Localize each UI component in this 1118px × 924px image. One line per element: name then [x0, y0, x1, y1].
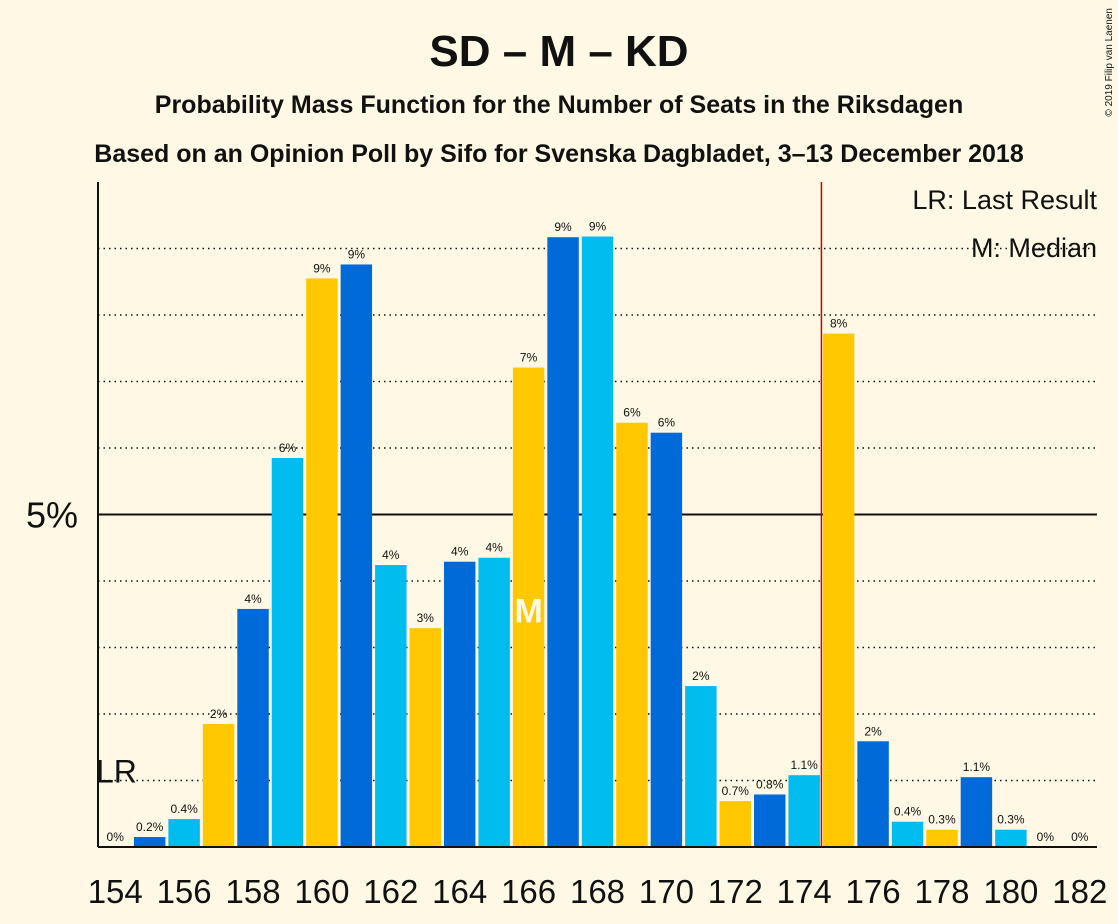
chart-subtitle-1: Probability Mass Function for the Number… — [155, 91, 963, 119]
bar-168 — [581, 236, 614, 847]
bar-155 — [133, 837, 166, 847]
x-tick-176: 176 — [846, 873, 901, 910]
bar-label-163: 3% — [417, 611, 435, 625]
bar-169 — [616, 422, 648, 847]
legend-median: M: Median — [971, 233, 1097, 263]
bar-166 — [512, 367, 545, 847]
bar-label-158: 4% — [244, 592, 262, 606]
x-tick-170: 170 — [639, 873, 694, 910]
bar-167 — [547, 237, 579, 847]
copyright: © 2019 Filip van Laenen — [1104, 8, 1115, 117]
chart-subtitle-2: Based on an Opinion Poll by Sifo for Sve… — [94, 140, 1024, 168]
bar-176 — [857, 741, 889, 847]
bar-label-155: 0.2% — [136, 820, 164, 834]
bar-label-154: 0% — [107, 830, 125, 844]
x-tick-164: 164 — [432, 873, 487, 910]
bar-170 — [650, 432, 683, 847]
bar-label-174: 1.1% — [791, 758, 819, 772]
x-tick-labels: 154 156 158 160 162 164 166 168 170 172 174 176 178 1… — [88, 873, 1108, 910]
bar-158 — [237, 608, 269, 847]
bar-177 — [891, 821, 924, 847]
bar-label-159: 6% — [279, 441, 297, 455]
bar-175 — [822, 333, 855, 847]
x-tick-166: 166 — [501, 873, 556, 910]
x-tick-172: 172 — [708, 873, 763, 910]
last-result-marker: LR — [96, 754, 137, 790]
bar-label-156: 0.4% — [170, 802, 198, 816]
x-tick-174: 174 — [777, 873, 832, 910]
bar-173 — [754, 794, 786, 847]
bar-174 — [788, 775, 820, 847]
bar-label-169: 6% — [623, 406, 641, 420]
x-tick-158: 158 — [225, 873, 280, 910]
bar-178 — [926, 829, 958, 847]
x-tick-168: 168 — [570, 873, 625, 910]
bar-label-168: 9% — [589, 220, 607, 234]
bar-label-171: 2% — [692, 669, 710, 683]
bar-label-164: 4% — [451, 545, 469, 559]
bar-label-165: 4% — [485, 541, 503, 555]
chart-title: SD – M – KD — [429, 27, 688, 76]
bar-162 — [375, 565, 407, 847]
bar-164 — [443, 561, 476, 847]
bar-label-161: 9% — [348, 247, 366, 261]
bars — [133, 236, 1027, 848]
bar-label-166: 7% — [520, 351, 538, 365]
bar-label-181: 0% — [1037, 830, 1055, 844]
bar-165 — [478, 557, 510, 847]
bar-label-167: 9% — [554, 220, 572, 234]
bar-label-176: 2% — [864, 724, 882, 738]
x-tick-160: 160 — [294, 873, 349, 910]
bar-label-182: 0% — [1071, 830, 1089, 844]
bar-179 — [960, 777, 993, 847]
x-tick-154: 154 — [88, 873, 143, 910]
bar-160 — [306, 278, 338, 847]
x-tick-180: 180 — [983, 873, 1038, 910]
x-tick-178: 178 — [914, 873, 969, 910]
bar-label-157: 2% — [210, 707, 228, 721]
bar-label-178: 0.3% — [928, 813, 956, 827]
bar-172 — [719, 801, 752, 847]
bar-156 — [168, 819, 200, 847]
bar-label-177: 0.4% — [894, 805, 922, 819]
markers: M LR — [96, 182, 823, 847]
bar-label-175: 8% — [830, 317, 848, 331]
bar-161 — [340, 264, 373, 848]
bar-180 — [995, 829, 1027, 847]
bar-label-180: 0.3% — [997, 813, 1025, 827]
x-tick-162: 162 — [363, 873, 418, 910]
axes: 5% — [26, 182, 1097, 848]
bar-157 — [202, 723, 235, 847]
bar-label-160: 9% — [313, 261, 331, 275]
bar-label-179: 1.1% — [963, 760, 991, 774]
legend-last-result: LR: Last Result — [912, 185, 1097, 215]
bar-label-173: 0.8% — [756, 777, 784, 791]
bar-labels: 0% 0.2% 0.4% 2% 4% 6% 9% 9% 4% 3% 4% 4% 7% 9% 9% 6% 6% 2%… — [107, 220, 1089, 844]
median-marker: M — [514, 593, 542, 631]
bar-label-172: 0.7% — [722, 784, 750, 798]
bar-label-162: 4% — [382, 548, 400, 562]
bar-label-170: 6% — [658, 416, 676, 430]
bar-163 — [409, 628, 441, 847]
x-tick-182: 182 — [1052, 873, 1107, 910]
x-tick-156: 156 — [157, 873, 212, 910]
bar-171 — [685, 686, 717, 847]
bar-159 — [271, 457, 304, 847]
y-tick-label: 5% — [26, 495, 78, 536]
